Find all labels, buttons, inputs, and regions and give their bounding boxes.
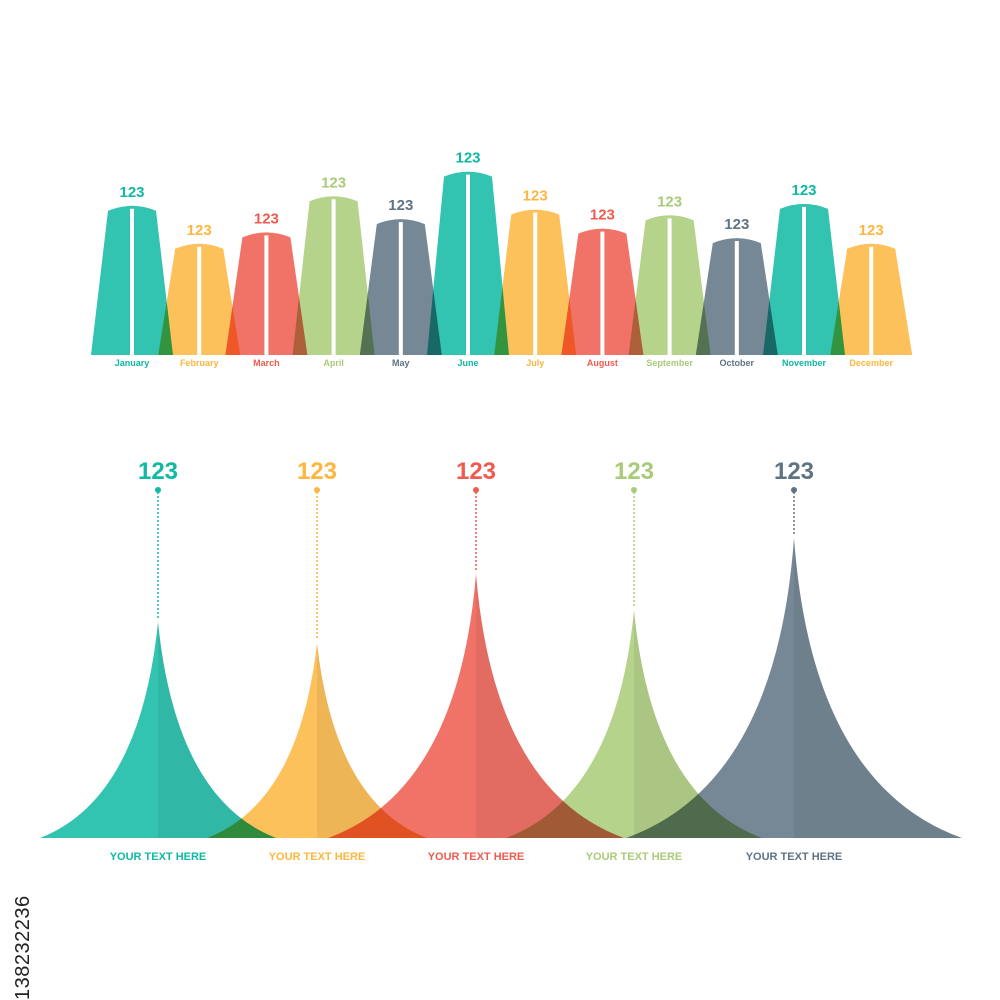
month-label: September — [646, 358, 693, 368]
bar-group: 123 August — [561, 207, 644, 368]
bar-divider — [869, 246, 874, 355]
month-label: June — [457, 358, 478, 368]
peak — [328, 574, 624, 838]
peak-group: 123 YOUR TEXT HERE — [207, 458, 427, 863]
month-label: April — [323, 358, 344, 368]
month-label: February — [180, 358, 219, 368]
peak-caption: YOUR TEXT HERE — [110, 851, 207, 863]
bar-group: 123 September — [628, 193, 711, 368]
month-label: January — [115, 358, 150, 368]
month-label: November — [782, 358, 827, 368]
peak-shade — [158, 622, 276, 838]
bar-divider — [802, 206, 806, 355]
bar-divider — [331, 199, 336, 355]
bar-value-label: 123 — [388, 197, 413, 214]
peak-value-label: 123 — [138, 458, 178, 485]
bar-value-label: 123 — [254, 210, 279, 227]
peak-caption: YOUR TEXT HERE — [746, 851, 843, 863]
month-label: December — [849, 358, 893, 368]
month-label: March — [253, 358, 280, 368]
bar-divider — [264, 235, 269, 355]
peak-leader-dot — [155, 487, 161, 493]
bar-value-label: 123 — [119, 184, 144, 201]
bar-value-label: 123 — [724, 216, 749, 233]
peak — [626, 538, 962, 838]
bar-value-label: 123 — [187, 222, 212, 239]
peak-leader-dot — [314, 487, 320, 493]
month-label: July — [526, 358, 544, 368]
peak — [506, 610, 762, 838]
peak-leader-dot — [631, 487, 637, 493]
bar-divider — [734, 241, 739, 355]
peak-value-label: 123 — [297, 458, 337, 485]
bar-value-label: 123 — [791, 182, 816, 199]
bar-value-label: 123 — [455, 150, 480, 167]
bar-divider — [130, 208, 134, 355]
bar-group: 123 December — [830, 222, 913, 368]
bar-divider — [667, 218, 672, 355]
bar-group: 123 January — [91, 184, 173, 368]
bar-group: 123 February — [158, 222, 241, 368]
bar-group: 123 November — [763, 182, 845, 368]
peak-group: 123 YOUR TEXT HERE — [506, 458, 762, 863]
peak-shade — [794, 538, 962, 838]
bar-value-label: 123 — [590, 207, 615, 224]
peak-shade — [634, 610, 762, 838]
peak-chart: 123 YOUR TEXT HERE 123 YOUR TEXT HERE 123 YOU… — [40, 458, 962, 863]
peak — [207, 643, 427, 838]
bar-value-label: 123 — [523, 188, 548, 205]
bar-group: 123 June — [427, 150, 509, 368]
peak-shade — [476, 574, 624, 838]
peak-shade — [317, 643, 427, 838]
monthly-bar-chart: 123January123February123March123April123… — [91, 150, 913, 368]
bar-divider — [197, 246, 202, 355]
bar-group: 123 March — [225, 210, 308, 368]
peak-value-label: 123 — [614, 458, 654, 485]
bar-divider — [533, 212, 538, 355]
bar-group: 123 April — [292, 174, 375, 368]
peak-value-label: 123 — [456, 458, 496, 485]
peak-caption: YOUR TEXT HERE — [586, 851, 683, 863]
bar-divider — [600, 231, 605, 355]
bar-value-label: 123 — [321, 174, 346, 191]
peak-group: 123 YOUR TEXT HERE — [626, 458, 962, 863]
peak-value-label: 123 — [774, 458, 814, 485]
peak-leader-dot — [791, 487, 797, 493]
month-label: May — [392, 358, 410, 368]
peak-caption: YOUR TEXT HERE — [428, 851, 525, 863]
bar-group: 123 May — [359, 197, 442, 368]
bar-divider — [466, 174, 470, 355]
peak-group: 123 YOUR TEXT HERE — [40, 458, 276, 863]
bar-value-label: 123 — [859, 222, 884, 239]
peak-group: 123 YOUR TEXT HERE — [328, 458, 624, 863]
month-label: August — [587, 358, 618, 368]
stock-id-text: 138232236 — [12, 895, 34, 1000]
bar-group: 123 July — [494, 188, 577, 368]
month-label: October — [720, 358, 755, 368]
peak-leader-dot — [473, 487, 479, 493]
peak-caption: YOUR TEXT HERE — [269, 851, 366, 863]
bar-value-label: 123 — [657, 193, 682, 210]
bar-group: 123 October — [695, 216, 778, 368]
peak — [40, 622, 276, 838]
bar-divider — [398, 222, 403, 355]
stock-id-label: 138232236 — [12, 700, 36, 1000]
